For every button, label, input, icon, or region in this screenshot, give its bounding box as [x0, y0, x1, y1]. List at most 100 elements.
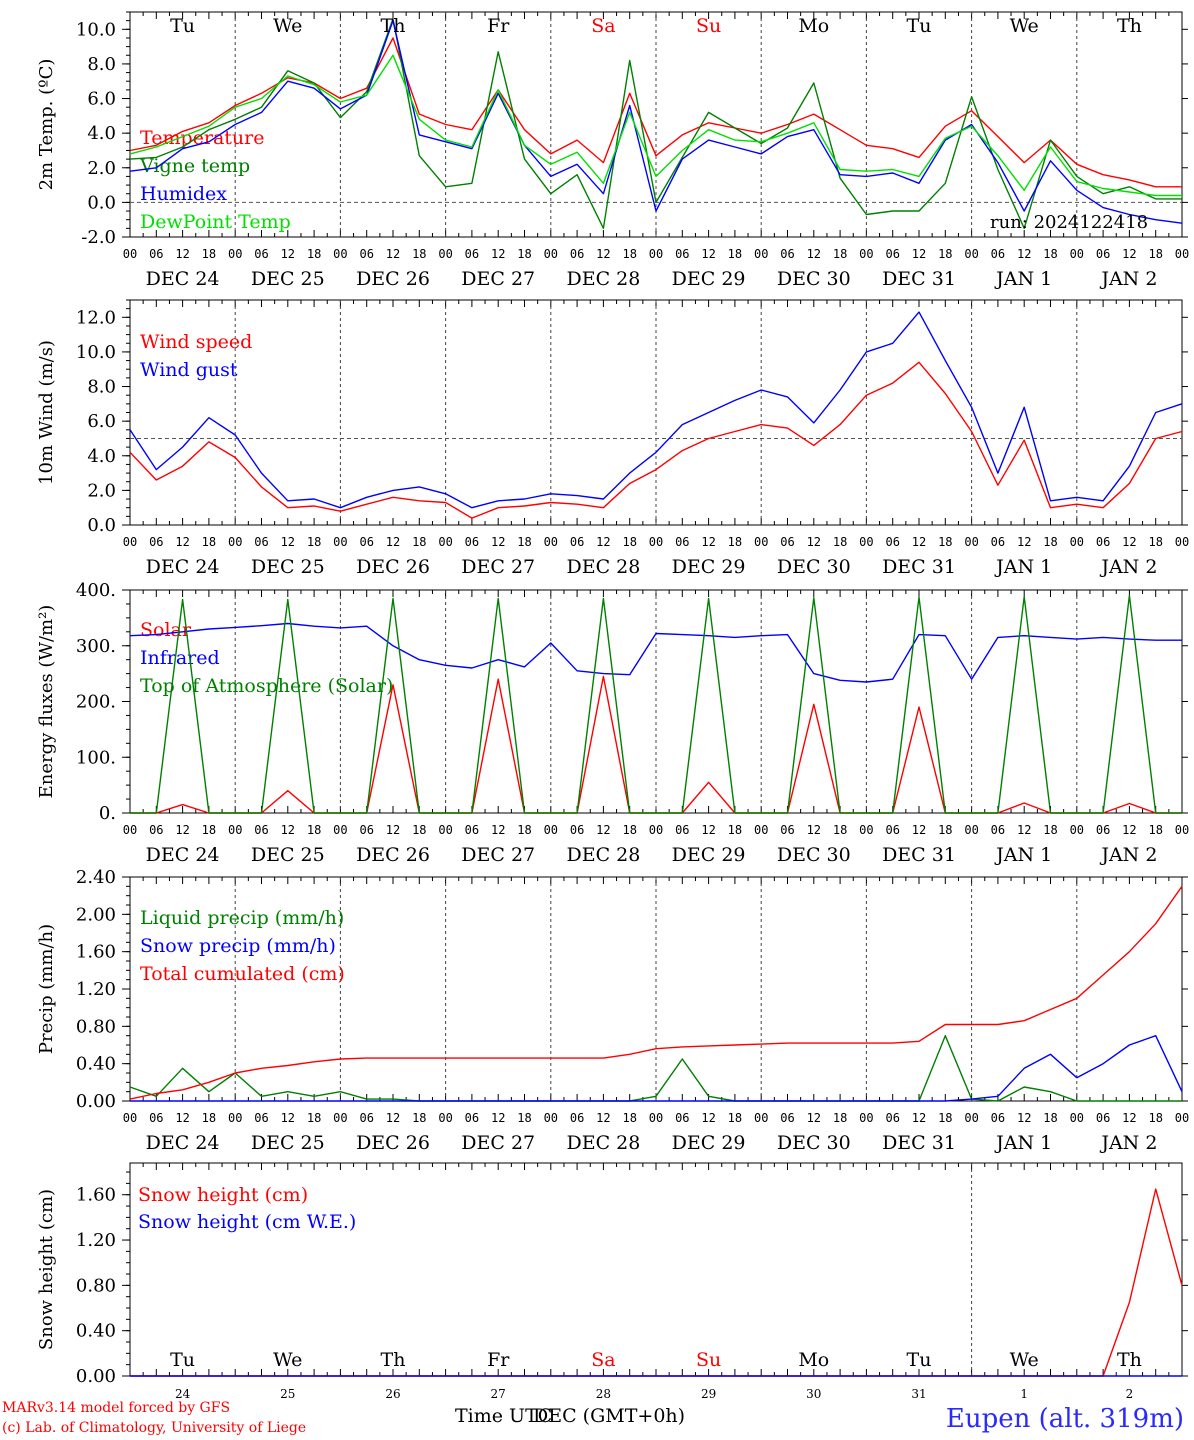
hour-label: 18 [307, 823, 321, 837]
hour-label: 18 [938, 535, 952, 549]
day-name: We [1010, 15, 1039, 37]
day-name: Su [696, 15, 721, 37]
day-name: We [1010, 1349, 1039, 1371]
hour-label: 18 [938, 247, 952, 261]
y-tick-label: 0. [99, 803, 116, 824]
hour-label: 06 [885, 823, 899, 837]
day-name: Tu [907, 15, 932, 37]
hour-label: 12 [281, 1111, 295, 1125]
hour-label: 00 [1070, 535, 1084, 549]
hour-label: 12 [701, 535, 715, 549]
date-label: DEC 25 [251, 1132, 325, 1154]
y-tick-label: 400. [76, 580, 116, 601]
y-tick-label: 1.20 [76, 1230, 116, 1251]
hour-label: 12 [175, 247, 189, 261]
series-line-infrared [129, 622, 1182, 683]
hour-label: 00 [754, 823, 768, 837]
hour-label: 12 [281, 247, 295, 261]
day-number: 30 [806, 1387, 821, 1401]
hour-label: 00 [859, 247, 873, 261]
hour-label: 18 [202, 823, 216, 837]
hour-label: 18 [307, 535, 321, 549]
date-label: JAN 2 [1099, 844, 1157, 866]
hour-label: 06 [465, 1111, 479, 1125]
hour-label: 00 [333, 1111, 347, 1125]
y-tick-label: 1.20 [76, 979, 116, 1000]
hour-label: 06 [359, 535, 373, 549]
hour-label: 18 [622, 535, 636, 549]
hour-label: 00 [333, 535, 347, 549]
date-label: DEC 31 [882, 268, 956, 290]
hour-label: 06 [465, 247, 479, 261]
date-label: DEC 30 [777, 556, 851, 578]
hour-label: 00 [123, 535, 137, 549]
run-label: run: 2024122418 [990, 212, 1148, 233]
day-number: 25 [280, 1387, 295, 1401]
hour-label: 00 [438, 823, 452, 837]
hour-label: 18 [1148, 535, 1162, 549]
hour-label: 06 [780, 535, 794, 549]
hour-label: 12 [701, 247, 715, 261]
hour-label: 18 [728, 823, 742, 837]
hour-label: 06 [991, 247, 1005, 261]
date-label: DEC 29 [672, 556, 746, 578]
date-label: JAN 2 [1099, 1132, 1157, 1154]
day-name: Th [381, 15, 406, 37]
hour-label: 18 [517, 535, 531, 549]
hour-label: 06 [359, 823, 373, 837]
y-tick-label: 200. [76, 692, 116, 713]
day-name: Mo [798, 15, 829, 37]
hour-label: 12 [596, 823, 610, 837]
date-label: DEC 31 [882, 1132, 956, 1154]
hour-label: 00 [859, 823, 873, 837]
hour-label: 18 [833, 823, 847, 837]
y-tick-label: 2.40 [76, 867, 116, 888]
hour-label: 00 [859, 1111, 873, 1125]
date-label: JAN 2 [1099, 268, 1157, 290]
hour-label: 00 [754, 535, 768, 549]
y-axis-label: Snow height (cm) [36, 1189, 57, 1350]
hour-label: 18 [202, 247, 216, 261]
hour-label: 18 [412, 535, 426, 549]
date-label: JAN 1 [994, 268, 1052, 290]
hour-label: 12 [1017, 823, 1031, 837]
hour-label: 00 [333, 247, 347, 261]
legend-top-of-atmosphere-solar-: Top of Atmosphere (Solar) [140, 675, 393, 697]
hour-label: 00 [649, 1111, 663, 1125]
hour-label: 12 [912, 823, 926, 837]
date-label: JAN 2 [1099, 556, 1157, 578]
hour-label: 00 [1070, 247, 1084, 261]
hour-label: 06 [254, 1111, 268, 1125]
hour-label: 18 [728, 535, 742, 549]
date-label: DEC 31 [882, 556, 956, 578]
hour-label: 00 [1175, 535, 1189, 549]
date-label: DEC 26 [356, 1132, 430, 1154]
hour-label: 00 [544, 247, 558, 261]
hour-label: 12 [1122, 1111, 1136, 1125]
legend-snow-height-cm-w-e-: Snow height (cm W.E.) [138, 1211, 356, 1233]
y-tick-label: 100. [76, 747, 116, 768]
hour-label: 12 [491, 247, 505, 261]
hour-label: 00 [333, 823, 347, 837]
day-name: Th [1117, 1349, 1142, 1371]
hour-label: 00 [228, 823, 242, 837]
y-tick-label: 0.80 [76, 1275, 116, 1296]
legend-liquid-precip-mm-h-: Liquid precip (mm/h) [140, 907, 344, 929]
hour-label: 00 [1175, 247, 1189, 261]
day-name: Fr [487, 15, 510, 37]
date-label: DEC 24 [146, 1132, 220, 1154]
hour-label: 18 [202, 1111, 216, 1125]
hour-label: 00 [964, 535, 978, 549]
legend-wind-speed: Wind speed [140, 331, 252, 353]
day-name: Mo [798, 1349, 829, 1371]
panel-frame [129, 11, 1183, 238]
hour-label: 00 [649, 535, 663, 549]
hour-label: 06 [570, 535, 584, 549]
date-label: DEC 26 [356, 556, 430, 578]
date-label: DEC 28 [566, 1132, 640, 1154]
hour-label: 18 [517, 1111, 531, 1125]
hour-label: 00 [964, 823, 978, 837]
hour-label: 06 [254, 535, 268, 549]
time-utc-label: Time UTC [455, 1405, 553, 1427]
